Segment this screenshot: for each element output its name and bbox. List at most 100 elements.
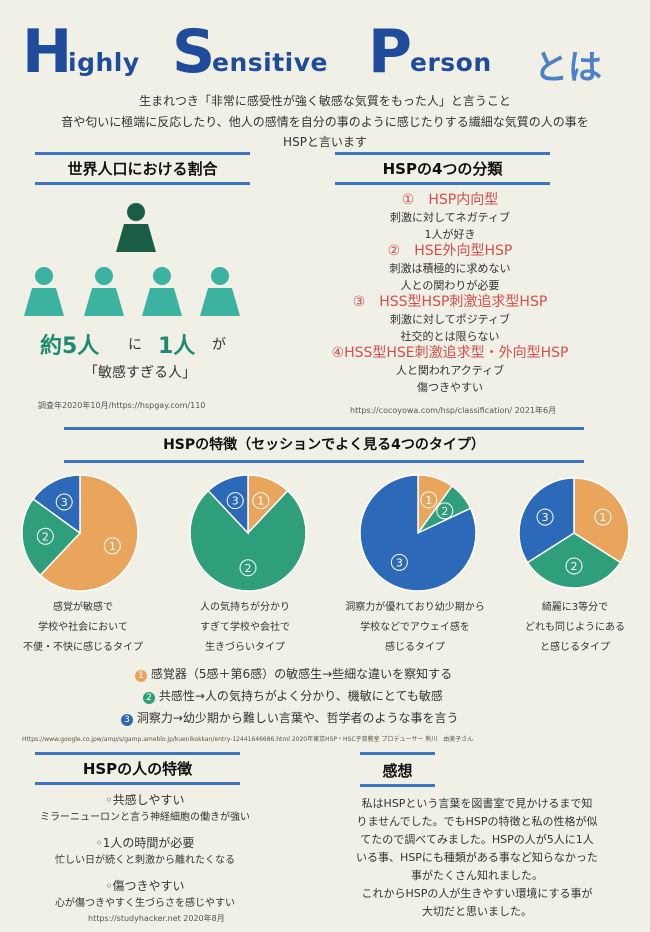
pie-1-slice-1 xyxy=(39,474,139,592)
pie-3-label-ring-1 xyxy=(420,491,438,509)
impression-line-1: 私はHSPという言葉を図書室で見かけるまで知 xyxy=(361,797,593,810)
legend-item-2: 2 共感性→人の気持ちがよく分かり、機敏にとても敏感 xyxy=(143,687,535,709)
impression-heading: 感想 xyxy=(382,762,413,780)
title-ensitive: ensitive xyxy=(212,48,328,77)
pie-2-slice-2 xyxy=(189,489,307,592)
type-1-name: ① HSP内向型 xyxy=(401,192,499,208)
pie-2-label-3: 3 xyxy=(232,495,239,508)
pie-4-label-ring-3 xyxy=(536,508,554,526)
caption-4: 綺麗に3等分で どれも同じようにある と感じるタイプ xyxy=(505,598,645,658)
impression-line-2: りませんでした。でもHSPの特徴と私の性格が似 xyxy=(356,815,598,828)
type-4-name: ④HSS型HSE刺激追求型・外向型HSP xyxy=(331,345,569,361)
ratio-approx: 約5人 xyxy=(40,334,100,359)
person-item-2-title: ◦1人の時間が必要 xyxy=(95,836,195,850)
population-bar-top xyxy=(35,152,250,155)
pie-2-label-1: 1 xyxy=(257,495,264,508)
type-1-trait: 1人が好き xyxy=(424,228,476,241)
title-ighly: ighly xyxy=(68,48,140,77)
pie-1-label-1: 1 xyxy=(109,540,116,553)
title-toha: とは xyxy=(534,48,602,88)
impression-line-7: 大切だと思いました。 xyxy=(422,905,532,918)
type-1-desc: 刺激に対してネガティブ xyxy=(389,211,510,224)
impression-line-3: てたので調べてみました。HSPの人が5人に1人 xyxy=(360,833,594,846)
pie-3-label-ring-2 xyxy=(436,502,454,520)
legend-item-3: 3 洞察力→幼少期から難しい言葉や、哲学者のような事を言う xyxy=(121,709,535,731)
caption-3-line-1: 洞察力が優れており幼少期から xyxy=(345,602,485,613)
impression-line-5: 事がたくさん知れました。 xyxy=(411,869,543,882)
type-2-trait: 人との関わりが必要 xyxy=(400,279,500,292)
features-heading: HSPの特徴（セッションでよく見る4つのタイプ） xyxy=(163,437,485,453)
legend-num-1: 1 xyxy=(135,670,147,682)
person-figure-4 xyxy=(200,267,240,316)
ratio-line: 約5人 に 1人 が xyxy=(40,328,260,359)
pie-1-label-ring-3 xyxy=(55,493,73,511)
person-item-1-title: ◦共感しやすい xyxy=(105,793,185,807)
pie-1-slice-2 xyxy=(21,497,82,577)
person-heading: HSPの人の特徴 xyxy=(82,760,193,778)
pie-3-slice-3 xyxy=(359,474,477,592)
person-figure-1 xyxy=(24,267,64,316)
population-bar-bottom xyxy=(35,182,250,185)
pie-3-label-1: 1 xyxy=(425,494,432,507)
pie-2-label-ring-2 xyxy=(239,559,257,577)
person-bar-top xyxy=(35,752,240,755)
types-heading: HSPの4つの分類 xyxy=(382,160,503,178)
type-3-name: ③ HSS型HSP刺激追求型HSP xyxy=(352,294,548,310)
types-source: https://cocoyowa.com/hsp/classification/… xyxy=(350,406,557,415)
legend-text-2: 共感性→人の気持ちがよく分かり、機敏にとても敏感 xyxy=(158,689,443,703)
impression-text: 私はHSPという言葉を図書室で見かけるまで知 りませんでした。でもHSPの特徴と… xyxy=(322,795,632,921)
caption-4-line-3: と感じるタイプ xyxy=(540,642,610,653)
caption-3-line-3: 感じるタイプ xyxy=(385,642,445,653)
caption-4-line-1: 綺麗に3等分で xyxy=(541,602,609,613)
intro-line-2: 音や匂いに極端に反応したり、他人の感情を自分の事のように感じたりする繊細な気質の… xyxy=(61,115,589,129)
features-bar-bottom xyxy=(64,460,584,463)
title-erson: erson xyxy=(410,48,492,77)
pie-1-label-ring-2 xyxy=(36,527,54,545)
pie-4-slice-3 xyxy=(518,477,575,564)
ratio-ni: に xyxy=(128,337,142,353)
caption-2-line-2: すぎて学校や会社で xyxy=(200,622,290,633)
pie-4-slice-2 xyxy=(526,532,622,589)
caption-2-line-1: 人の気持ちが分かり xyxy=(200,602,290,613)
impression-line-6: これからHSPの人が生きやすい環境にする事が xyxy=(361,887,593,900)
legend-num-2: 2 xyxy=(143,692,155,704)
caption-2: 人の気持ちが分かり すぎて学校や会社で 生きづらいタイプ xyxy=(170,598,320,658)
caption-1-line-2: 学校や社会において xyxy=(38,622,128,633)
pie-1-label-3: 3 xyxy=(61,496,68,509)
person-source: https://studyhacker.net 2020年8月 xyxy=(88,914,225,923)
caption-1: 感覚が敏感で 学校や社会において 不便・不快に感じるタイプ xyxy=(8,598,158,658)
ratio-one: 1人 xyxy=(158,334,196,359)
intro-line-1: 生まれつき「非常に感受性が強く敏感な気質をもった人」と言うこと xyxy=(139,94,511,108)
type-3-desc: 刺激に対してポジティブ xyxy=(389,313,510,326)
pie-4-label-2: 2 xyxy=(571,560,578,573)
person-item-3-desc: 心が傷つきやすく生づらさを感じやすい xyxy=(55,898,235,909)
title: H ighly S ensitive P erson とは xyxy=(22,20,622,90)
person-item-2-desc: 忙しい日が続くと刺激から離れたくなる xyxy=(55,855,235,866)
person-figure-3 xyxy=(142,267,182,316)
population-heading: 世界人口における割合 xyxy=(67,160,218,178)
types-list: ① HSP内向型 刺激に対してネガティブ 1人が好き ② HSE外向型HSP 刺… xyxy=(290,192,610,396)
impression-line-4: いる事、HSPにも種類がある事など知らなかった xyxy=(356,851,598,864)
caption-3-line-2: 学校などでアウェイ感を xyxy=(360,622,470,633)
type-4-desc: 人と関われアクティブ xyxy=(395,364,505,377)
impression-bar-top xyxy=(360,752,435,755)
type-2-desc: 刺激は積極的に求めない xyxy=(389,262,511,275)
type-3-trait: 社交的とは限らない xyxy=(400,330,500,343)
person-figure-top xyxy=(116,203,156,252)
legend-text-1: 感覚器（5感＋第6感）の敏感生→些細な違いを察知する xyxy=(150,667,453,681)
caption-4-line-2: どれも同じようにある xyxy=(525,622,625,633)
pie-3-label-ring-3 xyxy=(390,553,408,571)
intro-line-3: HSPと言います xyxy=(283,135,367,149)
features-bar-top xyxy=(64,427,584,430)
person-bar-bottom xyxy=(35,782,240,785)
pie-1-label-2: 2 xyxy=(42,530,49,543)
legend-text-3: 洞察力→幼少期から難しい言葉や、哲学者のような事を言う xyxy=(136,711,459,725)
impression-bar-bottom xyxy=(360,784,435,787)
pie-4-label-3: 3 xyxy=(542,511,549,524)
caption-2-line-3: 生きづらいタイプ xyxy=(205,642,285,653)
features-source: Https://www.google.co.jpw/amp/s/gamp.ame… xyxy=(22,736,474,743)
person-item-3-title: ◦傷つきやすい xyxy=(105,879,185,893)
person-figure-2 xyxy=(84,267,124,316)
pie-4-label-ring-1 xyxy=(594,508,612,526)
